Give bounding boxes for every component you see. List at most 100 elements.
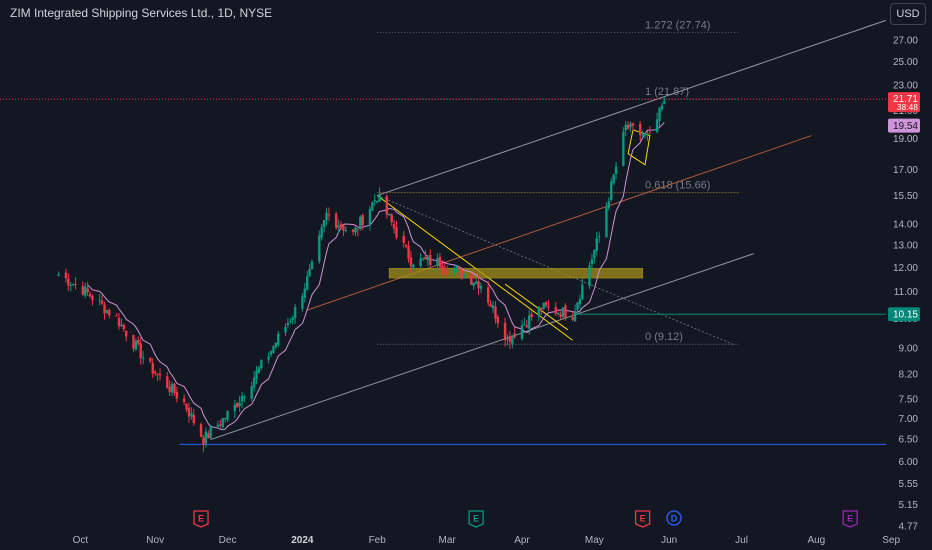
candle-body (378, 194, 381, 202)
candle-body (595, 238, 598, 251)
candle-body (610, 181, 613, 200)
candle-body (537, 306, 541, 317)
earnings-icon[interactable]: E (193, 510, 209, 528)
candle-body (624, 124, 627, 131)
candle-body (530, 314, 533, 317)
time-label: Dec (219, 535, 237, 546)
candle-body (554, 307, 557, 314)
time-label: Sep (882, 535, 900, 546)
candle-body (267, 356, 270, 360)
fibonacci-retracement[interactable]: 1.272 (27.74) 1 (21.87) 0.618 (15.66) 0 (9.… (377, 19, 740, 345)
time-label: Mar (439, 535, 457, 546)
candle-body (388, 214, 391, 216)
support-zone-box[interactable] (388, 268, 644, 279)
candle-body (643, 133, 647, 136)
candle-body (238, 402, 241, 407)
dividend-marker (666, 510, 682, 526)
price-tick: 12.00 (893, 263, 918, 274)
candle-body (402, 235, 405, 243)
candle-body (622, 131, 625, 166)
ma-price-value: 19.54 (893, 121, 918, 132)
candle-body (117, 318, 121, 327)
candle-body (470, 274, 473, 285)
candle-body (122, 325, 126, 330)
candle-body (660, 105, 664, 110)
candle-body (581, 284, 584, 300)
candle-body (69, 285, 72, 287)
candle-body (303, 288, 306, 298)
candle-body (564, 305, 567, 318)
candle-body (84, 286, 87, 296)
time-label: Aug (807, 535, 825, 546)
dividend-icon[interactable]: D (666, 510, 682, 526)
earnings-marker (634, 510, 651, 528)
candle-body (597, 236, 601, 238)
candle-body (185, 403, 188, 410)
candle-body (359, 216, 362, 229)
price-tick: 14.00 (893, 220, 918, 231)
candle-body (390, 214, 393, 223)
candle-body (511, 335, 514, 344)
price-tick: 15.50 (893, 191, 918, 202)
price-tick: 8.20 (899, 370, 919, 381)
candle-body (257, 367, 261, 373)
candle-body (547, 306, 550, 308)
candle-body (663, 101, 666, 104)
candle-body (291, 317, 294, 320)
candle-body (204, 431, 208, 444)
candle-body (153, 371, 157, 374)
price-axis[interactable]: 27.0025.0023.0021.0019.0017.0015.5014.00… (886, 0, 932, 532)
candle-body (209, 427, 212, 438)
channel-mid-line[interactable] (307, 135, 812, 311)
fib-level-label: 1.272 (27.74) (645, 19, 710, 31)
currency-button[interactable]: USD (890, 3, 926, 25)
line-price-value: 10.15 (893, 310, 918, 321)
candle-body (375, 200, 379, 203)
earnings-icon[interactable]: E (634, 510, 651, 528)
event-letter: E (847, 514, 853, 524)
candle-body (412, 264, 415, 268)
fib-level-label: 0.618 (15.66) (645, 180, 710, 192)
time-label: Nov (146, 535, 164, 546)
candle-body (392, 224, 396, 229)
candle-body (506, 337, 509, 340)
wedge-line[interactable] (504, 283, 569, 331)
candle-body (74, 284, 77, 286)
earnings-icon[interactable]: E (468, 510, 484, 528)
candle-body (441, 265, 444, 269)
candle-body (182, 398, 186, 403)
bull-flag-box[interactable] (627, 129, 651, 166)
candle-body (578, 298, 582, 305)
earnings-marker (468, 510, 484, 528)
channel-upper-line[interactable] (377, 14, 901, 197)
candle-body (472, 282, 475, 286)
time-label: 2024 (291, 535, 314, 546)
earnings-icon[interactable]: E (842, 510, 858, 528)
candle-body (513, 333, 516, 337)
candle-body (137, 339, 140, 344)
candle-body (293, 307, 297, 318)
candle-body (134, 340, 138, 350)
candle-body (187, 407, 191, 417)
candle-body (310, 261, 314, 270)
horizontal-lines[interactable] (0, 98, 886, 445)
candle-body (105, 310, 109, 314)
channel-lower-line[interactable] (210, 253, 754, 441)
candle-body (479, 285, 483, 289)
candle-body (151, 363, 154, 374)
candle-body (272, 346, 275, 353)
candle-body (192, 414, 196, 424)
earnings-marker (842, 510, 858, 528)
downtrend-line[interactable] (376, 195, 573, 341)
trend-drawings[interactable] (210, 14, 901, 441)
time-axis[interactable]: Oct Nov Dec 2024 Feb Mar Apr May Jun Jul Aug Sep (73, 535, 901, 546)
candle-body (202, 437, 205, 445)
candle-body (344, 230, 348, 232)
price-tick: 5.55 (899, 479, 919, 490)
candle-body (631, 123, 635, 126)
price-tick: 6.00 (899, 457, 919, 468)
candle-body (354, 227, 357, 233)
candle-body (588, 265, 591, 286)
